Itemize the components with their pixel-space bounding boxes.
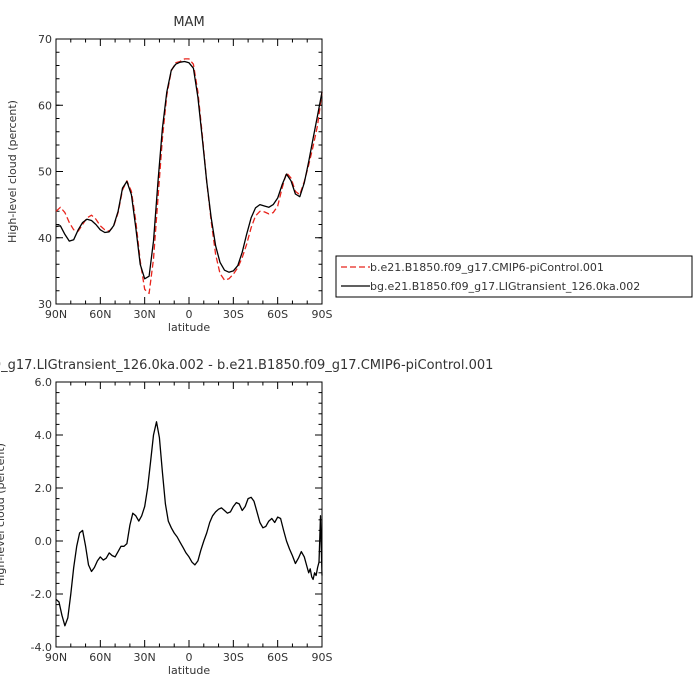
diff-chart-x-tick-label: 90N — [45, 651, 67, 664]
top-chart-plot-frame — [55, 38, 323, 305]
diff-chart-y-tick-label: -2.0 — [31, 588, 52, 601]
top-chart-x-tick-label: 30N — [134, 308, 156, 321]
legend-box — [335, 255, 693, 298]
legend-series-2-label: bg.e21.B1850.f09_g17.LIGtransient_126.0k… — [370, 280, 640, 293]
top-chart-y-axis-title: High-level cloud (percent) — [6, 100, 19, 243]
diff-chart-y-tick-label: 6.0 — [35, 376, 53, 389]
top-chart-series-2-line — [55, 60, 323, 280]
top-chart-y-tick-label: 60 — [38, 99, 52, 112]
top-chart-y-tick-label: 40 — [38, 232, 52, 245]
top-chart-x-tick-label: 90N — [45, 308, 67, 321]
diff-chart-y-tick-label: 4.0 — [35, 429, 53, 442]
top-chart-x-tick-label: 60N — [89, 308, 111, 321]
legend-series-1-label: b.e21.B1850.f09_g17.CMIP6-piControl.001 — [370, 261, 604, 274]
diff-chart-x-tick-label: 30S — [223, 651, 244, 664]
top-chart-chart-title: MAM — [173, 15, 204, 30]
diff-chart-x-tick-label: 60N — [89, 651, 111, 664]
diff-chart-series-1-line — [55, 421, 323, 627]
top-chart-x-tick-label: 90S — [312, 308, 333, 321]
top-line-chart: 90N 60N 30N 0 30S 60S 90S 30 40 50 60 70 latitude Hig… — [6, 15, 333, 334]
diff-chart-x-tick-label: 60S — [267, 651, 288, 664]
difference-line-chart: 90N 60N 30N 0 30S 60S 90S -4.0 -2.0 0.0 2.0 4.0 6.0 l… — [0, 358, 493, 677]
top-chart-y-tick-label: 70 — [38, 33, 52, 46]
diff-chart-x-tick-label: 30N — [134, 651, 156, 664]
top-chart-x-axis-title: latitude — [168, 321, 210, 334]
top-chart-legend: b.e21.B1850.f09_g17.CMIP6-piControl.001b… — [335, 255, 693, 298]
diff-chart-chart-title: bg.e21.B1850.f09_g17.LIGtransient_126.0k… — [0, 358, 493, 373]
top-chart-y-tick-label: 30 — [38, 298, 52, 311]
diff-chart-plot-frame — [55, 381, 323, 648]
diff-chart-y-tick-label: -4.0 — [31, 641, 52, 654]
diff-chart-x-tick-label: 90S — [312, 651, 333, 664]
top-chart-x-tick-label: 0 — [186, 308, 193, 321]
top-chart-x-tick-label: 30S — [223, 308, 244, 321]
top-chart-x-tick-label: 60S — [267, 308, 288, 321]
top-chart-y-tick-label: 50 — [38, 166, 52, 179]
diff-chart-x-tick-label: 0 — [186, 651, 193, 664]
diff-chart-y-axis-title: High-level cloud (percent) — [0, 443, 7, 586]
top-chart-series-1-line — [55, 58, 323, 295]
diff-chart-y-tick-label: 0.0 — [35, 535, 53, 548]
diff-chart-y-tick-label: 2.0 — [35, 482, 53, 495]
diff-chart-x-axis-title: latitude — [168, 664, 210, 677]
